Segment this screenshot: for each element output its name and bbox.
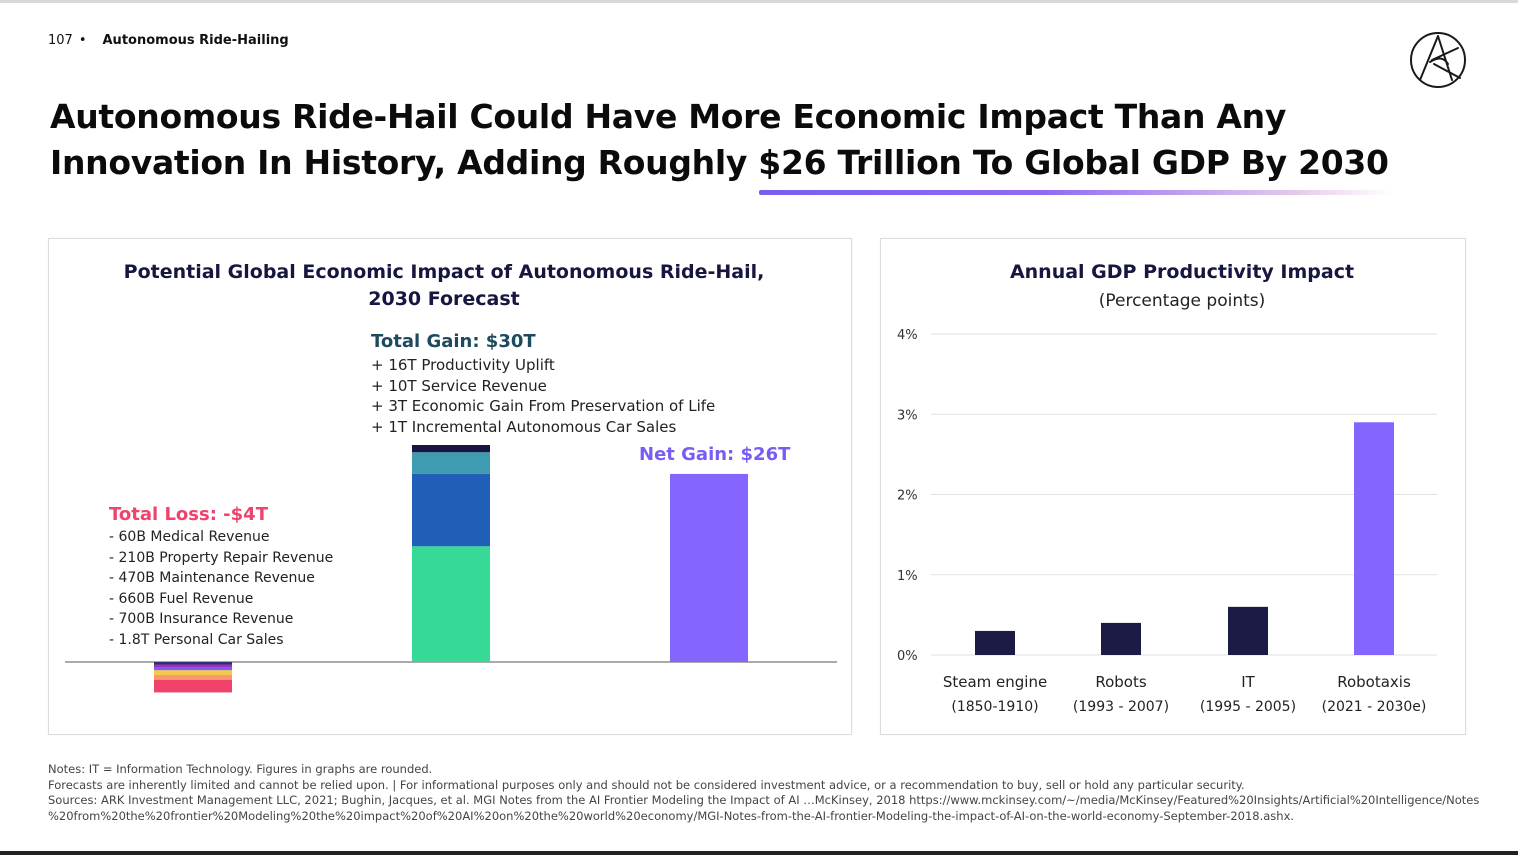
y-tick-label: 1% [897,569,918,584]
footnote-line: Sources: ARK Investment Management LLC, … [48,793,1480,807]
gdp-bar [975,630,1015,655]
gain-item: + 1T Incremental Autonomous Car Sales [371,417,677,436]
gdp-productivity-panel: Annual GDP Productivity Impact (Percenta… [880,238,1466,735]
bar-segment [154,670,232,675]
gdp-productivity-chart: 0% 1% 2% 3% 4% Steam engine (1850-1910) Robots (… [897,328,1437,715]
y-tick-label: 4% [897,328,918,343]
economic-impact-chart-title: Potential Global Economic Impact of Auto… [49,259,839,313]
y-tick-label: 3% [897,408,918,423]
x-category-label: Robots [1095,673,1147,691]
loss-item: - 660B Fuel Revenue [109,590,254,607]
y-tick-label: 2% [897,489,918,504]
header-separator: • [78,33,87,48]
bar-segment [154,664,232,667]
economic-impact-title-line-1: Potential Global Economic Impact of Auto… [123,261,765,283]
gdp-bar [1228,606,1268,655]
page-number: 107 [48,33,73,48]
footnote-line: Forecasts are inherently limited and can… [48,777,1245,792]
total-loss-annotation: Total Loss: -$4T - 60B Medical Revenue -… [109,504,333,650]
bar-segment [154,674,232,680]
total-gain-annotation: Total Gain: $30T + 16T Productivity Upli… [371,331,715,437]
loss-item: - 210B Property Repair Revenue [109,549,334,566]
title-underline-accent [759,190,1391,195]
total-gain-title: Total Gain: $30T [371,331,536,352]
bar-segment [670,473,748,662]
x-category-label: IT [1241,673,1255,691]
title-line-2: Innovation In History, Adding Roughly $2… [50,143,1389,182]
bar-segment [412,473,490,547]
title-line-1: Autonomous Ride-Hail Could Have More Eco… [50,97,1287,136]
gdp-chart-title: Annual GDP Productivity Impact [1009,261,1355,283]
x-period-label: (1995 - 2005) [1200,699,1296,715]
bar-segment [154,679,232,693]
footnote-line: %20from%20the%20frontier%20Modeling%20th… [48,808,1295,823]
economic-impact-chart [65,445,837,693]
loss-item: - 1.8T Personal Car Sales [109,631,284,648]
loss-item: - 60B Medical Revenue [109,529,270,545]
page-title: Autonomous Ride-Hail Could Have More Eco… [50,94,1450,186]
gain-item: + 16T Productivity Uplift [371,356,555,374]
loss-item: - 470B Maintenance Revenue [109,570,315,586]
gain-item: + 10T Service Revenue [371,376,547,395]
net-gain-label: Net Gain: $26T [639,444,791,465]
page-header: 107 • Autonomous Ride-Hailing [48,33,289,48]
bar-segment [412,546,490,662]
bottom-rule [0,851,1518,855]
section-name: Autonomous Ride-Hailing [102,33,289,48]
gdp-bar [1354,422,1394,655]
gdp-chart-subtitle: (Percentage points) [1098,291,1266,311]
gain-item: + 3T Economic Gain From Preservation of … [371,397,716,415]
footnote-line: Notes: IT = Information Technology. Figu… [48,762,433,776]
economic-impact-title-line-2: 2030 Forecast [368,288,520,310]
bar-segment [412,452,490,474]
economic-impact-panel: Potential Global Economic Impact of Auto… [48,238,852,735]
x-period-label: (2021 - 2030e) [1322,699,1427,715]
x-category-label: Steam engine [943,673,1047,691]
loss-item: - 700B Insurance Revenue [109,611,294,627]
bar-segment [412,445,490,453]
y-tick-label: 0% [897,649,918,664]
bar-segment [154,662,232,665]
footnotes: Notes: IT = Information Technology. Figu… [48,762,1480,824]
ark-logo-icon [1410,32,1466,88]
gdp-bar [1101,622,1141,655]
x-period-label: (1850-1910) [951,699,1038,715]
top-rule [0,0,1518,3]
total-loss-title: Total Loss: -$4T [109,504,268,525]
x-period-label: (1993 - 2007) [1073,699,1169,715]
x-category-label: Robotaxis [1337,673,1411,691]
bar-segment [154,667,232,671]
